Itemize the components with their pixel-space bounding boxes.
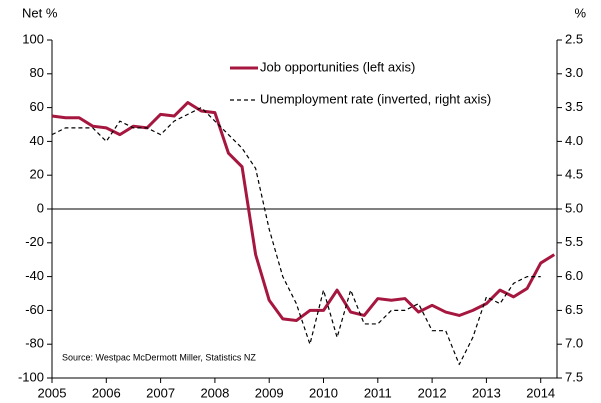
x-tick-label: 2008	[200, 385, 229, 400]
y-tick-label: 60	[30, 99, 44, 114]
y2-tick-label: 6.5	[565, 302, 583, 317]
x-tick-label: 2010	[309, 385, 338, 400]
x-tick-label: 2007	[146, 385, 175, 400]
y2-tick-label: 3.5	[565, 99, 583, 114]
y-tick-label: -100	[18, 369, 44, 384]
y2-tick-label: 6.0	[565, 268, 583, 283]
y2-tick-label: 3.0	[565, 65, 583, 80]
x-tick-label: 2009	[255, 385, 284, 400]
series-line	[51, 107, 541, 366]
y-tick-label: -20	[25, 234, 44, 249]
y2-tick-label: 5.5	[565, 234, 583, 249]
y-tick-label: 0	[37, 200, 44, 215]
x-tick-label: 2011	[364, 385, 392, 400]
x-tick-label: 2012	[418, 385, 447, 400]
y2-tick-label: 4.0	[565, 133, 583, 148]
x-tick-label: 2013	[472, 385, 501, 400]
y2-tick-label: 2.5	[565, 31, 583, 46]
x-tick-label: 2014	[526, 385, 555, 400]
source-note: Source: Westpac McDermott Miller, Statis…	[62, 352, 256, 362]
y2-axis-label: %	[574, 5, 586, 20]
legend-label: Job opportunities (left axis)	[260, 59, 415, 74]
y-tick-label: 100	[22, 31, 44, 46]
x-tick-label: 2005	[38, 385, 67, 400]
y-tick-label: -40	[25, 268, 44, 283]
y2-tick-label: 7.0	[565, 336, 583, 351]
y-axis-label: Net %	[22, 5, 58, 20]
y-tick-label: 20	[30, 167, 44, 182]
series-line	[51, 101, 556, 323]
legend-label: Unemployment rate (inverted, right axis)	[260, 91, 491, 106]
y-tick-label: -60	[25, 302, 44, 317]
y2-tick-label: 5.0	[565, 200, 583, 215]
y-tick-label: 80	[30, 65, 44, 80]
x-tick-label: 2006	[92, 385, 121, 400]
y-tick-label: -80	[25, 336, 44, 351]
y2-tick-label: 7.5	[565, 369, 583, 384]
y2-tick-label: 4.5	[565, 167, 583, 182]
y-tick-label: 40	[30, 133, 44, 148]
